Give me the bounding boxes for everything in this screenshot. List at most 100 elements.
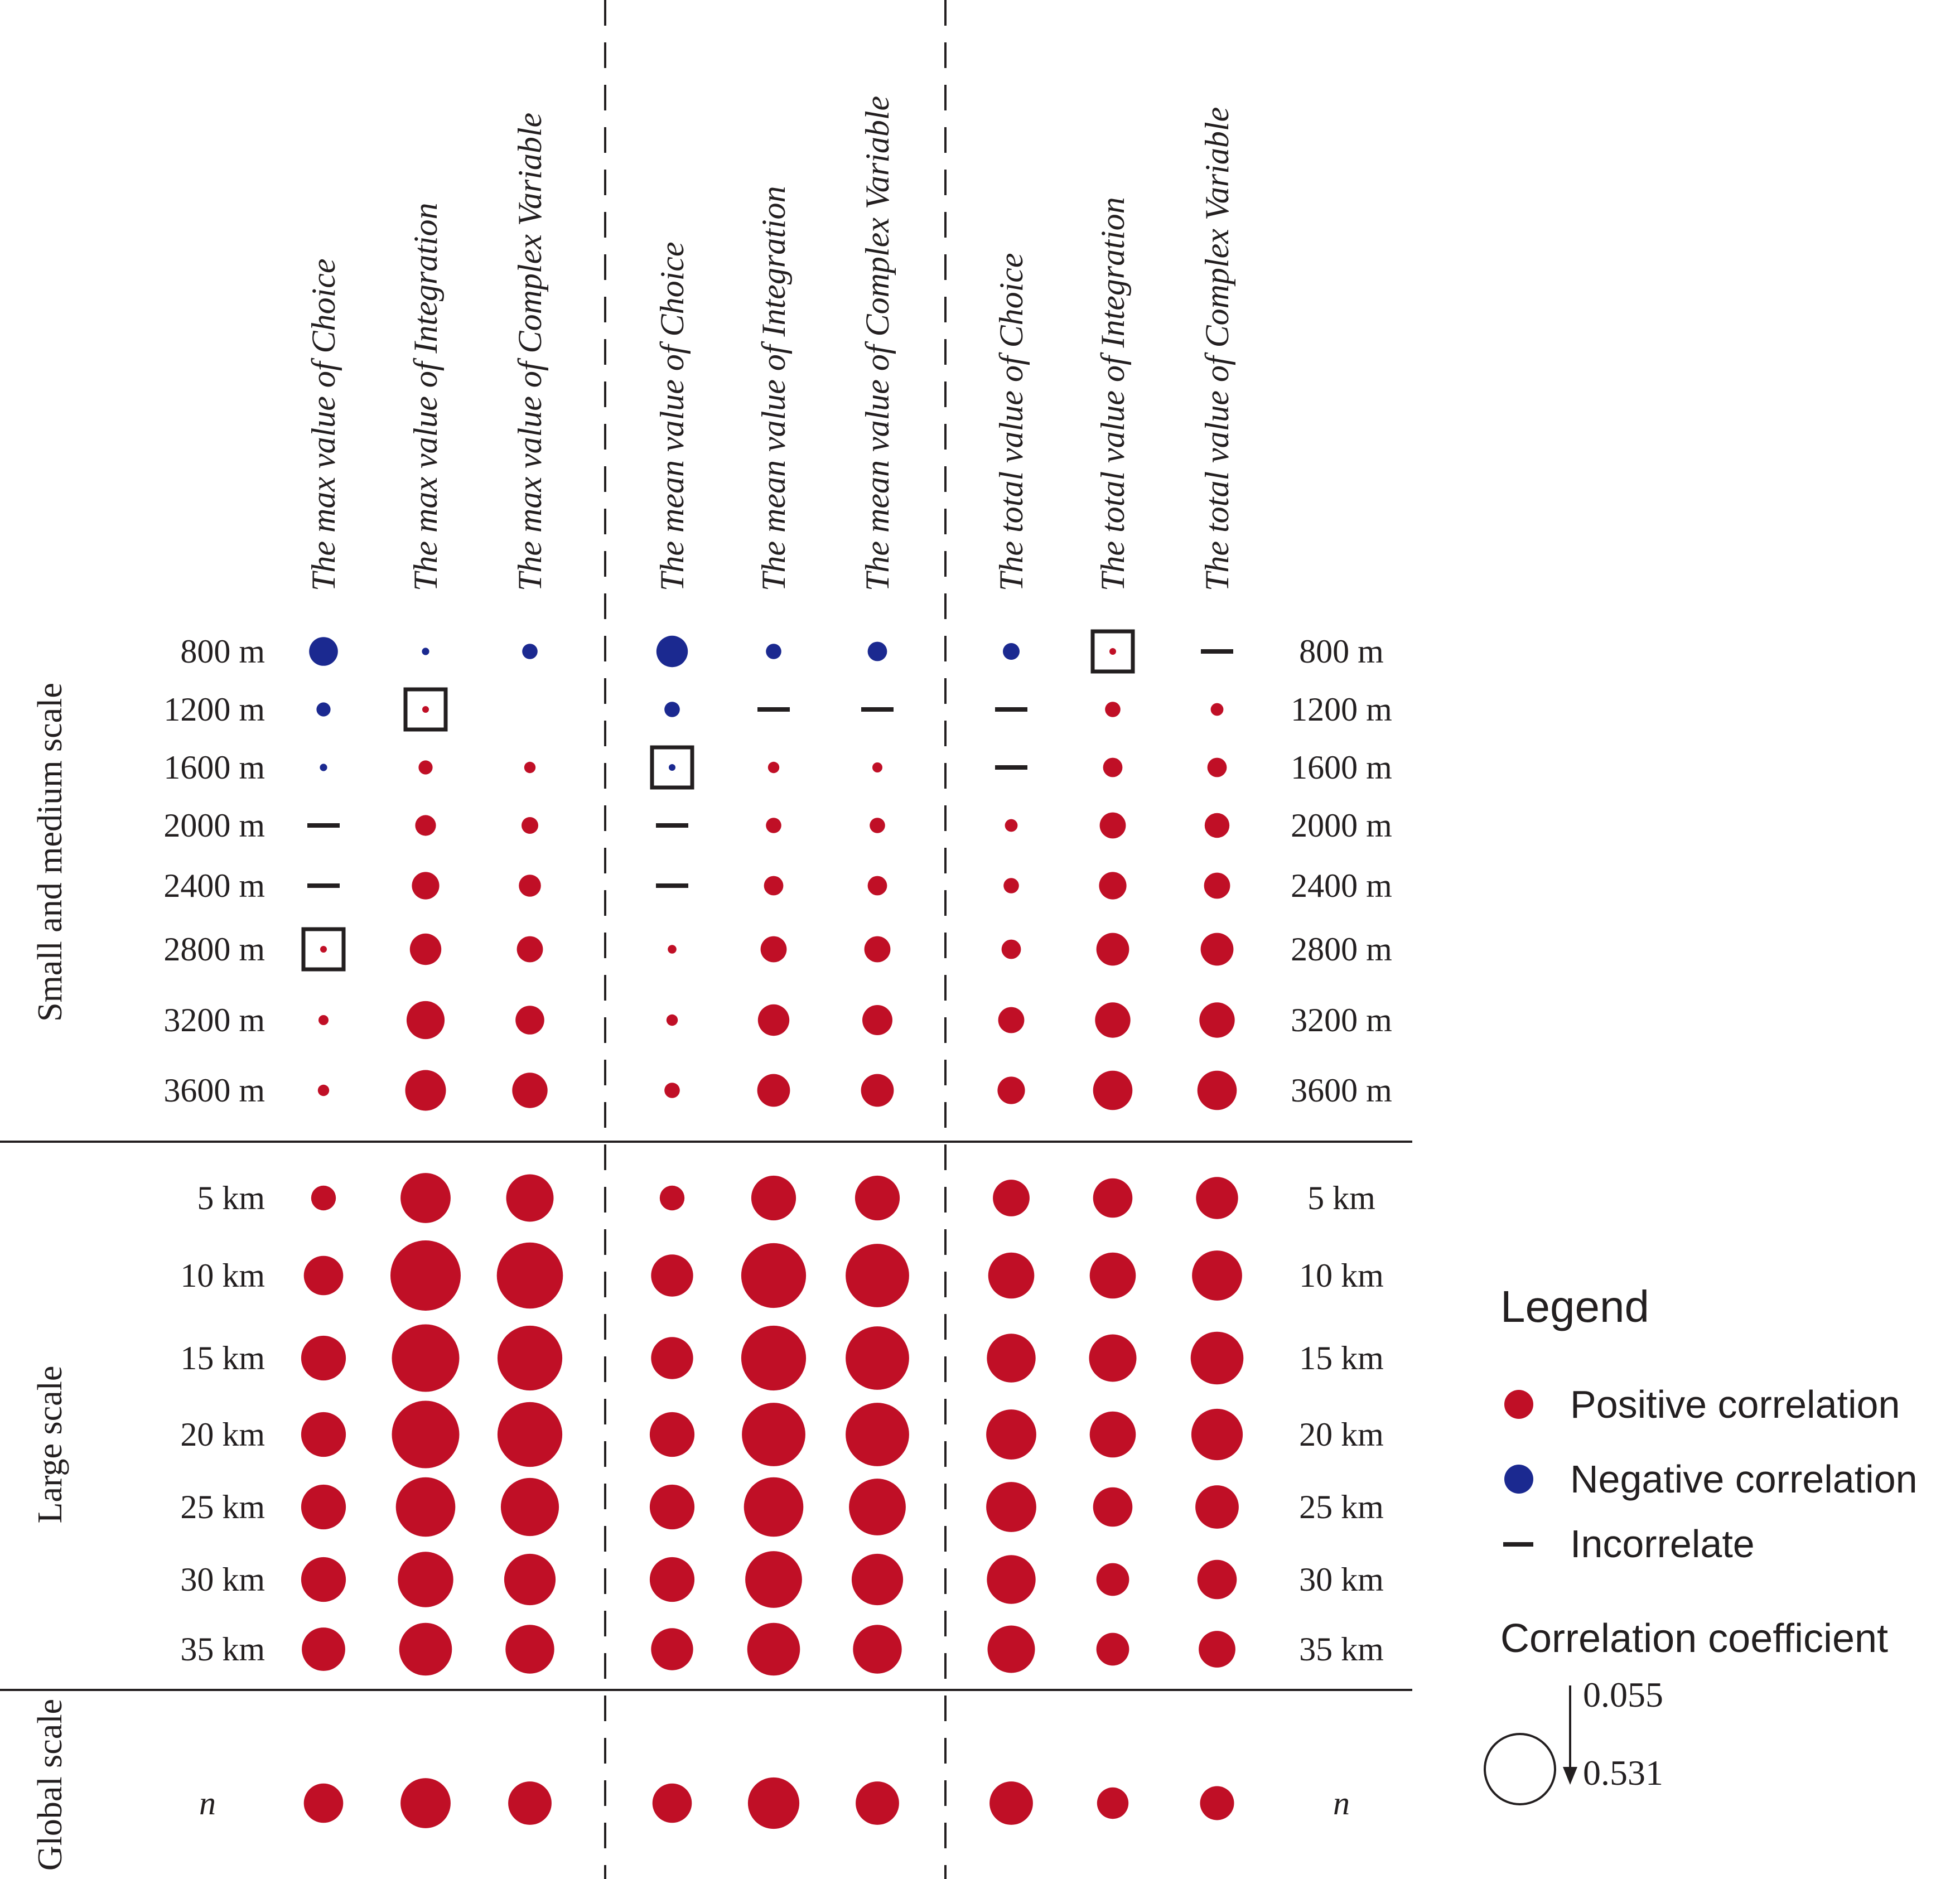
correlation-dot — [516, 936, 543, 963]
correlation-dot — [1089, 1334, 1137, 1382]
correlation-dot — [855, 1175, 900, 1221]
correlation-dot — [409, 933, 442, 965]
correlation-dot — [1096, 1563, 1129, 1596]
correlation-dot — [496, 1242, 563, 1309]
correlation-dot — [302, 1627, 345, 1671]
correlation-dot — [1095, 1002, 1131, 1038]
correlation-dot — [412, 872, 440, 900]
correlation-dot — [505, 1625, 554, 1674]
correlation-dot — [317, 1084, 330, 1097]
correlation-dot — [422, 706, 429, 713]
correlation-dot — [664, 702, 680, 717]
correlation-dot — [651, 1628, 693, 1670]
correlation-dot — [987, 1625, 1035, 1673]
correlation-dot — [767, 761, 780, 774]
correlation-dot — [309, 637, 338, 666]
correlation-dot — [1089, 1252, 1136, 1299]
correlation-dot — [1001, 939, 1021, 959]
correlation-dot — [400, 1778, 451, 1828]
correlation-dot — [853, 1625, 902, 1674]
correlation-dot — [398, 1552, 453, 1607]
legend-incorrelate-swatch — [1503, 1542, 1533, 1547]
correlation-dot — [392, 1400, 460, 1469]
incorrelate-mark — [307, 823, 340, 828]
row-label-left: 2000 m — [163, 807, 265, 844]
correlation-dot — [846, 1326, 909, 1390]
row-label-right: 3200 m — [1291, 1002, 1392, 1038]
correlation-dot — [1197, 1070, 1237, 1110]
correlation-dot — [303, 1255, 344, 1296]
correlation-dot — [861, 1074, 894, 1107]
correlation-dot — [405, 1070, 446, 1111]
correlation-dot — [760, 936, 787, 963]
column-label: The max value of Complex Variable — [511, 113, 548, 591]
correlation-dot — [849, 1479, 906, 1535]
column-label: The mean value of Integration — [755, 186, 792, 591]
correlation-dot — [524, 761, 536, 774]
correlation-dot — [867, 876, 887, 896]
correlation-dot — [741, 1325, 807, 1391]
highlight-box — [1090, 629, 1135, 674]
row-label-right: 2400 m — [1291, 867, 1392, 904]
correlation-dot — [1093, 1178, 1133, 1218]
row-group-label: Large scale — [31, 1366, 69, 1524]
correlation-dot — [1199, 1631, 1235, 1668]
correlation-dot — [747, 1777, 800, 1829]
column-label: The total value of Complex Variable — [1199, 107, 1235, 591]
row-label-right: 35 km — [1299, 1631, 1384, 1668]
correlation-dot — [1099, 812, 1126, 839]
row-label-right: 2800 m — [1291, 931, 1392, 968]
row-label-left: 800 m — [180, 633, 265, 670]
correlation-dot — [669, 764, 675, 771]
chart-marks — [301, 629, 1244, 1829]
correlation-dot — [741, 1243, 807, 1308]
correlation-dot — [867, 641, 887, 661]
correlation-dot — [1204, 813, 1230, 838]
correlation-dot — [766, 818, 781, 833]
row-label-left: 10 km — [180, 1257, 265, 1294]
correlation-dot — [649, 1484, 695, 1530]
correlation-dot — [515, 1006, 544, 1035]
row-label-left: 25 km — [180, 1489, 265, 1525]
correlation-dot — [301, 1412, 346, 1457]
correlation-dot — [987, 1334, 1036, 1383]
correlation-dot — [1005, 819, 1018, 832]
correlation-dot — [651, 1337, 693, 1379]
correlation-dot — [390, 1240, 461, 1311]
correlation-dot — [664, 1083, 680, 1098]
row-label-right: 15 km — [1299, 1340, 1384, 1376]
row-label-right: 20 km — [1299, 1416, 1384, 1453]
correlation-dot — [318, 1015, 329, 1025]
correlation-dot — [1099, 872, 1127, 900]
row-label-right: 1600 m — [1291, 749, 1392, 786]
incorrelate-mark — [995, 765, 1027, 770]
correlation-dot — [986, 1482, 1036, 1532]
correlation-dot — [422, 648, 429, 655]
correlation-dot — [1204, 872, 1230, 899]
correlation-dot — [1089, 1411, 1136, 1458]
column-label: The total value of Choice — [993, 253, 1030, 591]
correlation-dot — [851, 1553, 904, 1606]
correlation-dot — [1199, 1002, 1235, 1038]
row-label-left: 2400 m — [163, 867, 265, 904]
correlation-dot — [1207, 757, 1227, 777]
incorrelate-mark — [995, 707, 1027, 712]
row-label-left: n — [199, 1785, 216, 1822]
correlation-dot — [418, 760, 433, 775]
correlation-dot — [872, 762, 882, 772]
correlation-dot — [395, 1477, 456, 1537]
correlation-dot — [864, 936, 891, 963]
correlation-dot — [400, 1173, 451, 1223]
correlation-dot — [856, 1781, 899, 1825]
correlation-dot — [745, 1551, 802, 1608]
correlation-dot — [1003, 878, 1019, 893]
correlation-dot — [747, 1622, 800, 1676]
row-label-left: 20 km — [180, 1416, 265, 1453]
correlation-dot — [406, 1001, 445, 1040]
correlation-dot — [1096, 933, 1129, 966]
correlation-dot — [649, 1412, 695, 1457]
correlation-dot — [392, 1324, 460, 1392]
correlation-dot — [757, 1074, 790, 1107]
correlation-dot — [1196, 1177, 1238, 1219]
correlation-dot — [993, 1180, 1030, 1216]
